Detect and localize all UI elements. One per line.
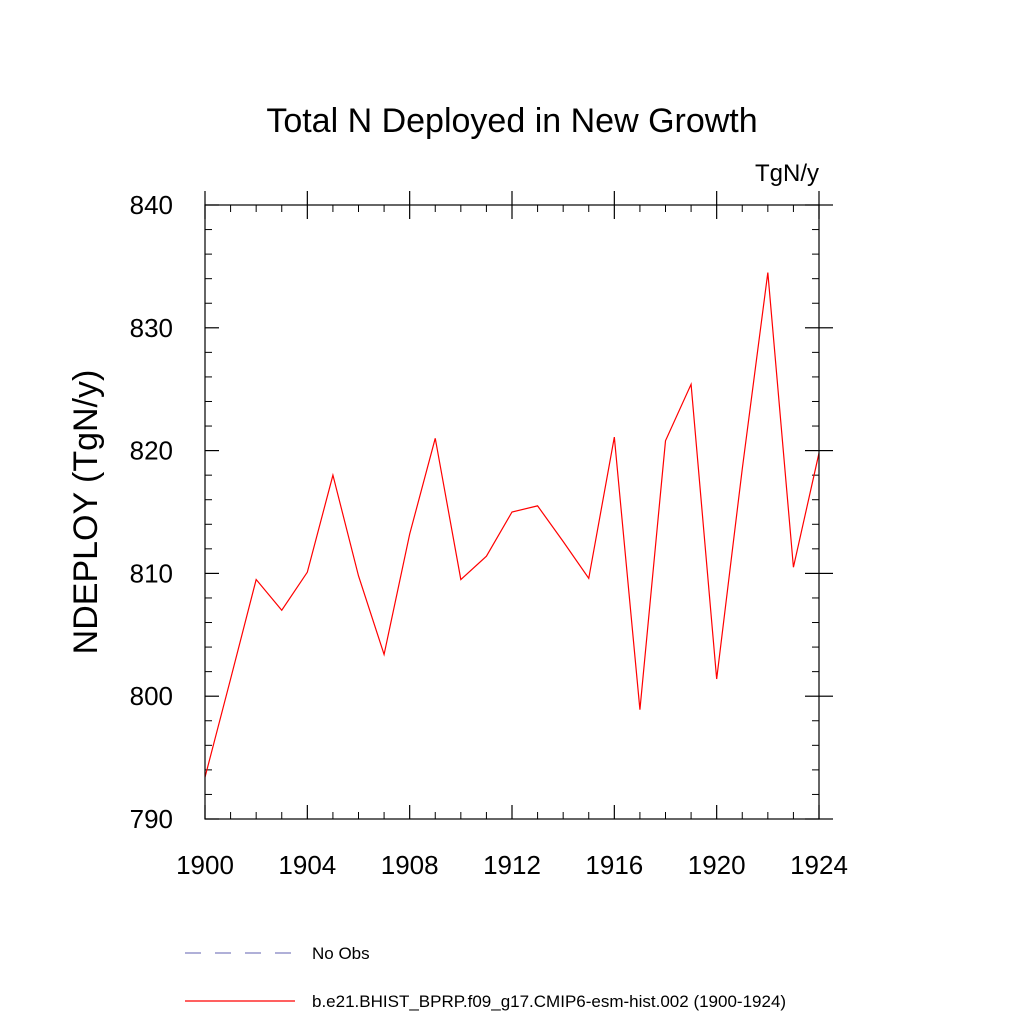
data-point xyxy=(409,533,411,535)
x-tick-label: 1900 xyxy=(176,850,234,880)
y-tick-label: 840 xyxy=(130,190,173,220)
units-label: TgN/y xyxy=(755,160,819,187)
y-tick-label: 830 xyxy=(130,313,173,343)
data-point xyxy=(767,272,769,274)
legend-label: No Obs xyxy=(312,944,370,963)
x-tick-label: 1912 xyxy=(483,850,541,880)
data-point xyxy=(665,440,667,442)
legend-label: b.e21.BHIST_BPRP.f09_g17.CMIP6-esm-hist.… xyxy=(312,992,786,1011)
data-point xyxy=(562,541,564,543)
data-point xyxy=(588,578,590,580)
x-tick-label: 1904 xyxy=(278,850,336,880)
data-point xyxy=(793,566,795,568)
data-point xyxy=(383,654,385,656)
y-tick-label: 810 xyxy=(130,558,173,588)
y-tick-label: 800 xyxy=(130,681,173,711)
data-point xyxy=(716,678,718,680)
data-point xyxy=(358,575,360,577)
data-point xyxy=(460,579,462,581)
x-tick-label: 1920 xyxy=(688,850,746,880)
legend: No Obs b.e21.BHIST_BPRP.f09_g17.CMIP6-esm… xyxy=(185,944,786,1011)
data-point xyxy=(639,709,641,711)
data-point xyxy=(281,609,283,611)
data-point xyxy=(230,678,232,680)
chart-title: Total N Deployed in New Growth xyxy=(266,102,757,140)
data-point xyxy=(307,571,309,573)
x-tick-label: 1916 xyxy=(585,850,643,880)
x-tick-label: 1924 xyxy=(790,850,848,880)
tick-labels: 1900 1904 1908 1912 1916 1920 1924 790 800 810 820… xyxy=(130,190,848,880)
x-tick-label: 1908 xyxy=(381,850,439,880)
y-axis-label: NDEPLOY (TgN/y) xyxy=(67,370,105,655)
data-point xyxy=(486,555,488,557)
data-point xyxy=(511,511,513,513)
y-tick-label: 820 xyxy=(130,436,173,466)
series-layer xyxy=(204,272,820,778)
data-point xyxy=(537,505,539,507)
data-point xyxy=(332,474,334,476)
data-point xyxy=(741,468,743,470)
data-point xyxy=(614,436,616,438)
axis-ticks xyxy=(204,191,833,820)
plot-frame xyxy=(204,204,820,820)
data-point xyxy=(690,383,692,385)
series-line xyxy=(204,272,820,778)
y-tick-label: 790 xyxy=(130,804,173,834)
data-point xyxy=(434,438,436,440)
data-point xyxy=(255,579,257,581)
